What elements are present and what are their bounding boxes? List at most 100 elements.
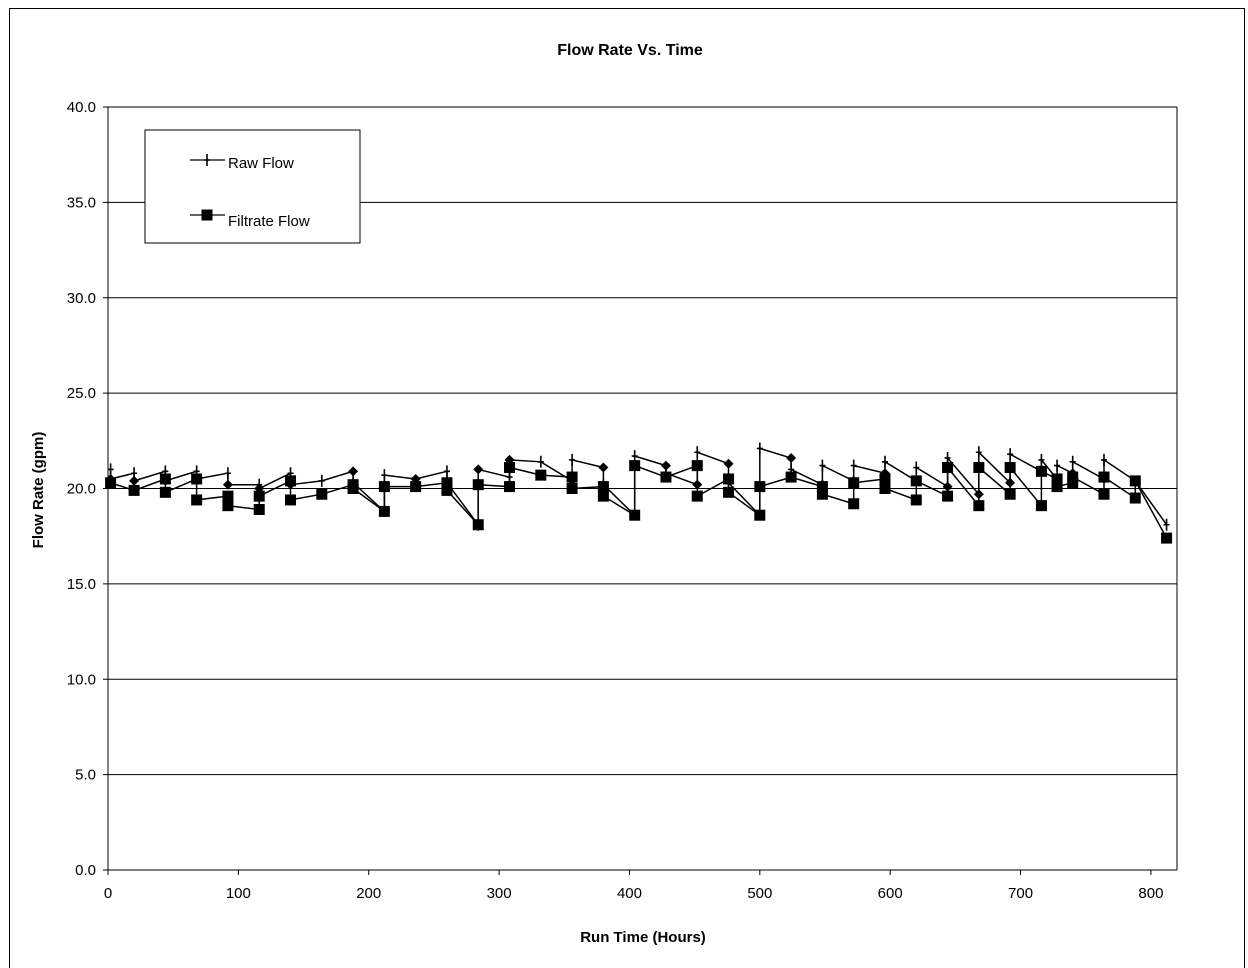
data-point xyxy=(191,494,203,506)
data-point xyxy=(691,490,703,502)
data-point xyxy=(381,469,388,482)
y-tick-label: 10.0 xyxy=(67,671,96,688)
data-point xyxy=(848,477,860,489)
data-point xyxy=(660,471,672,483)
data-point xyxy=(537,455,544,468)
data-point xyxy=(631,450,638,463)
data-point xyxy=(754,509,766,521)
y-tick-label: 5.0 xyxy=(75,767,96,784)
data-point xyxy=(1007,448,1014,461)
data-point xyxy=(285,475,297,487)
data-point xyxy=(378,505,390,517)
series-filtrate-flow xyxy=(105,460,1173,544)
data-point xyxy=(348,466,359,477)
data-point xyxy=(848,498,860,510)
data-point xyxy=(1004,462,1016,474)
data-point xyxy=(1067,477,1079,489)
data-point xyxy=(850,459,857,472)
data-point xyxy=(1098,471,1110,483)
data-point xyxy=(1004,488,1016,500)
data-point xyxy=(1161,532,1173,544)
data-point xyxy=(944,451,951,464)
data-point xyxy=(754,481,766,493)
x-tick-label: 200 xyxy=(356,885,381,902)
data-point xyxy=(472,519,484,531)
data-point xyxy=(786,452,797,463)
legend: Raw Flow Filtrate Flow xyxy=(144,129,361,244)
y-tick-labels: 0.0 5.0 10.0 15.0 20.0 25.0 30.0 35.0 40.0 xyxy=(67,99,96,879)
data-point xyxy=(597,490,609,502)
data-point xyxy=(723,458,734,469)
x-tick-label: 100 xyxy=(226,885,251,902)
y-tick-label: 40.0 xyxy=(67,99,96,116)
x-tick-label: 700 xyxy=(1008,885,1033,902)
y-tick-label: 0.0 xyxy=(75,862,96,879)
data-point xyxy=(316,488,328,500)
data-point xyxy=(942,462,954,474)
chart-frame xyxy=(9,8,1245,968)
data-point xyxy=(1069,455,1076,468)
data-point xyxy=(879,473,891,485)
data-point xyxy=(1038,453,1045,466)
legend-box xyxy=(144,129,361,244)
data-point xyxy=(723,473,735,485)
data-point xyxy=(785,471,797,483)
data-point xyxy=(629,460,641,472)
data-point xyxy=(410,481,422,493)
data-point xyxy=(222,479,233,490)
data-point xyxy=(107,463,114,476)
data-point xyxy=(1051,473,1063,485)
data-point xyxy=(378,481,390,493)
series-layer xyxy=(105,442,1173,544)
y-tick-label: 30.0 xyxy=(67,290,96,307)
data-point xyxy=(598,462,609,473)
data-point xyxy=(1051,481,1063,493)
data-point xyxy=(473,464,484,475)
x-tick-label: 600 xyxy=(878,885,903,902)
data-point xyxy=(1035,465,1047,477)
data-point xyxy=(129,475,140,486)
data-point xyxy=(819,459,826,472)
data-point xyxy=(723,486,735,498)
x-tick-label: 300 xyxy=(487,885,512,902)
data-point xyxy=(569,453,576,466)
data-point xyxy=(191,473,203,485)
data-point xyxy=(1098,488,1110,500)
chart-title: Flow Rate Vs. Time xyxy=(557,42,703,59)
data-point xyxy=(910,494,922,506)
x-tick-label: 500 xyxy=(747,885,772,902)
data-point xyxy=(1129,492,1141,504)
axes xyxy=(107,107,1178,871)
data-point xyxy=(879,483,891,494)
data-point xyxy=(441,484,453,496)
data-point xyxy=(597,481,609,493)
data-point xyxy=(910,475,922,487)
data-point xyxy=(253,490,265,502)
data-point xyxy=(441,477,453,489)
x-tick-label: 800 xyxy=(1138,885,1163,902)
data-point xyxy=(973,500,985,512)
data-point xyxy=(566,483,578,494)
legend-filtrate-label: Filtrate Flow xyxy=(228,213,310,230)
legend-plus-marker xyxy=(204,154,210,166)
legend-raw-marker xyxy=(204,154,210,166)
legend-square-marker xyxy=(201,209,213,221)
data-point xyxy=(694,446,701,459)
data-point xyxy=(222,500,234,512)
x-tick-label: 0 xyxy=(104,885,112,902)
data-point xyxy=(1101,453,1107,466)
x-tick-label: 400 xyxy=(617,885,642,902)
data-point xyxy=(222,490,234,502)
data-point xyxy=(1163,518,1170,531)
y-tick-label: 25.0 xyxy=(67,385,96,402)
data-point xyxy=(159,486,171,498)
series-line xyxy=(110,464,1168,539)
data-point xyxy=(566,471,578,483)
data-point xyxy=(756,442,763,455)
y-tick-label: 35.0 xyxy=(67,194,96,211)
data-point xyxy=(691,460,703,472)
data-point xyxy=(224,467,231,480)
data-point xyxy=(318,474,325,487)
x-axis-title: Run Time (Hours) xyxy=(580,929,706,946)
